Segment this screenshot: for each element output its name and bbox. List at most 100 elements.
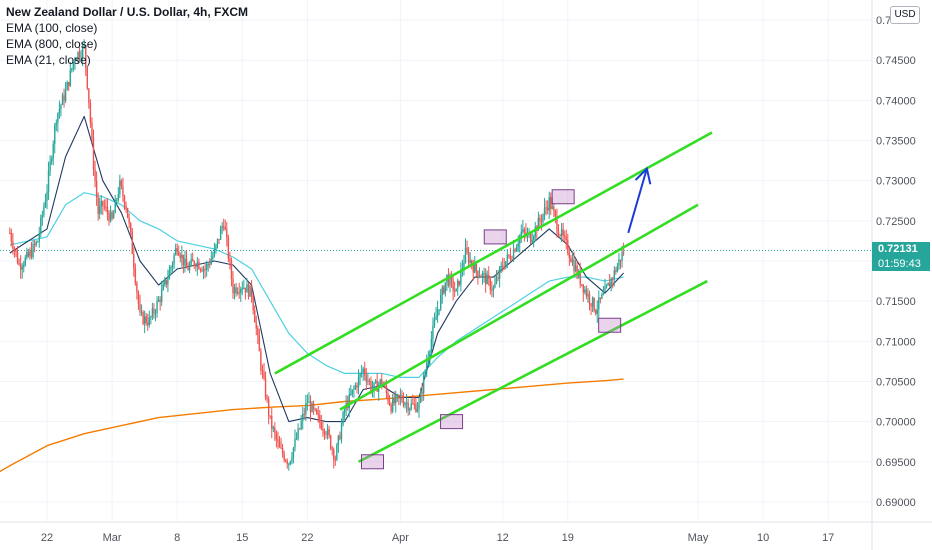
candle xyxy=(311,400,313,413)
x-tick-label: 8 xyxy=(174,532,180,544)
candle xyxy=(238,282,240,299)
candle xyxy=(322,420,324,437)
candle xyxy=(147,313,149,331)
candle xyxy=(374,379,377,384)
candle xyxy=(182,254,185,274)
candle xyxy=(419,387,422,404)
candle xyxy=(289,460,292,466)
candle xyxy=(512,239,515,262)
candle xyxy=(323,428,326,441)
candle xyxy=(26,247,28,260)
candle xyxy=(27,248,30,258)
candle xyxy=(112,209,115,219)
candle xyxy=(176,243,178,256)
candle xyxy=(44,193,47,209)
candle xyxy=(433,312,436,328)
candle xyxy=(252,294,254,315)
candle xyxy=(50,155,53,165)
candle xyxy=(148,310,150,328)
candle xyxy=(522,219,524,235)
candle xyxy=(105,199,107,212)
candle xyxy=(103,199,106,211)
candle xyxy=(140,304,143,317)
chart-grid xyxy=(0,0,872,522)
indicator-ema-21[interactable]: EMA (21, close) xyxy=(6,53,91,67)
candle xyxy=(520,224,522,243)
candle xyxy=(303,407,305,420)
candle xyxy=(559,233,561,239)
candle xyxy=(613,266,615,287)
candle xyxy=(117,187,119,203)
candle xyxy=(488,266,490,286)
candle xyxy=(402,392,405,408)
y-tick-label: 0.70000 xyxy=(876,417,916,429)
candle xyxy=(328,425,330,439)
candle xyxy=(272,425,274,433)
candle xyxy=(608,274,611,287)
candle xyxy=(224,219,226,231)
candle xyxy=(463,254,465,276)
candle xyxy=(240,286,242,302)
candle xyxy=(455,288,457,292)
candle xyxy=(461,259,464,277)
candle xyxy=(582,284,584,302)
candle xyxy=(353,385,355,398)
candle xyxy=(401,390,403,403)
candle xyxy=(432,317,434,348)
candle xyxy=(168,265,171,280)
candle xyxy=(415,398,417,413)
candle xyxy=(351,389,354,398)
candle xyxy=(201,266,203,273)
candle xyxy=(255,315,257,336)
candle xyxy=(302,407,304,430)
indicator-ema-800[interactable]: EMA (800, close) xyxy=(6,37,98,51)
candle xyxy=(137,290,140,310)
candle xyxy=(130,222,132,236)
candle xyxy=(12,233,14,255)
candle xyxy=(356,382,358,394)
currency-badge[interactable]: USD xyxy=(890,6,920,24)
candle xyxy=(508,254,510,259)
candle xyxy=(216,238,219,249)
candle xyxy=(413,395,416,410)
candle xyxy=(250,279,253,303)
lower-channel-line xyxy=(357,279,708,463)
candle xyxy=(18,258,20,266)
x-tick-label: 17 xyxy=(822,532,834,544)
candle xyxy=(543,197,546,221)
pivot-box-apr-high xyxy=(483,229,507,245)
candle xyxy=(399,388,402,406)
bar-countdown: 01:59:43 xyxy=(878,258,921,271)
candle xyxy=(277,431,279,450)
candle xyxy=(167,269,169,293)
candle xyxy=(171,261,174,272)
y-tick-label: 0.72500 xyxy=(876,216,916,228)
candle xyxy=(581,284,583,287)
candle xyxy=(610,277,612,292)
candle xyxy=(599,297,602,304)
candle xyxy=(106,198,109,221)
candle xyxy=(143,310,146,334)
candle xyxy=(142,310,144,326)
candle xyxy=(440,288,442,312)
candle xyxy=(286,458,288,469)
candle xyxy=(288,462,290,471)
candle xyxy=(395,390,397,413)
candle xyxy=(502,257,504,272)
candle xyxy=(574,259,577,273)
candle xyxy=(604,278,606,293)
candle xyxy=(615,267,617,275)
candle xyxy=(9,227,11,235)
drawings-layer[interactable] xyxy=(274,131,713,470)
candle xyxy=(10,228,13,247)
candle xyxy=(365,367,367,391)
candle xyxy=(192,252,194,262)
candle xyxy=(55,119,57,132)
candle xyxy=(591,296,594,312)
candle xyxy=(568,246,571,266)
candle xyxy=(23,260,25,273)
candle xyxy=(100,195,102,215)
indicator-ema-100[interactable]: EMA (100, close) xyxy=(6,21,98,35)
y-tick-label: 0.69500 xyxy=(876,457,916,469)
